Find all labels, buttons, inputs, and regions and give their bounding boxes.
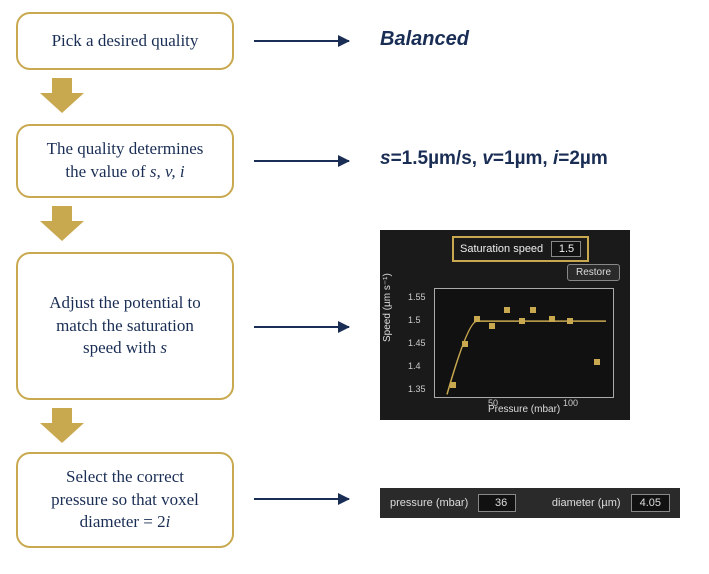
x-axis-label: Pressure (mbar) — [488, 404, 560, 415]
diameter-label: diameter (µm) — [552, 497, 621, 509]
data-point — [489, 323, 495, 329]
step-3-text: Adjust the potential tomatch the saturat… — [49, 292, 201, 361]
y-axis-label: Speed (µm s⁻¹) — [382, 273, 393, 342]
connector-4 — [254, 498, 349, 500]
saturation-value: 1.5 — [551, 241, 581, 257]
restore-button[interactable]: Restore — [567, 264, 620, 281]
y-tick: 1.35 — [408, 384, 426, 394]
y-tick: 1.55 — [408, 292, 426, 302]
data-point — [504, 307, 510, 313]
connector-3 — [254, 326, 349, 328]
x-tick: 50 — [488, 398, 498, 408]
data-point — [474, 316, 480, 322]
step-2-box: The quality determinesthe value of s, v,… — [16, 124, 234, 198]
x-tick: 100 — [563, 398, 578, 408]
step-1-text: Pick a desired quality — [52, 30, 199, 53]
connector-1 — [254, 40, 349, 42]
pressure-value[interactable]: 36 — [478, 494, 516, 512]
result-2: s=1.5µm/s, v=1µm, i=2µm — [380, 148, 608, 170]
connector-2 — [254, 160, 349, 162]
data-point — [549, 316, 555, 322]
saturation-label: Saturation speed — [460, 243, 543, 255]
y-tick: 1.5 — [408, 315, 421, 325]
pressure-label: pressure (mbar) — [390, 497, 468, 509]
y-tick: 1.45 — [408, 338, 426, 348]
diameter-value[interactable]: 4.05 — [631, 494, 670, 512]
step-3-box: Adjust the potential tomatch the saturat… — [16, 252, 234, 400]
step-1-box: Pick a desired quality — [16, 12, 234, 70]
y-tick: 1.4 — [408, 361, 421, 371]
data-point — [567, 318, 573, 324]
chart-panel: Saturation speed 1.5 Restore Speed (µm s… — [380, 230, 630, 420]
pressure-diameter-panel: pressure (mbar) 36 diameter (µm) 4.05 — [380, 488, 680, 518]
data-point — [450, 382, 456, 388]
plot-area — [434, 288, 614, 398]
data-point — [594, 359, 600, 365]
data-point — [519, 318, 525, 324]
step-4-text: Select the correctpressure so that voxel… — [51, 466, 199, 535]
saturation-speed-field[interactable]: Saturation speed 1.5 — [452, 236, 589, 262]
step-4-box: Select the correctpressure so that voxel… — [16, 452, 234, 548]
data-point — [530, 307, 536, 313]
result-1: Balanced — [380, 28, 469, 51]
data-point — [462, 341, 468, 347]
step-2-text: The quality determinesthe value of s, v,… — [47, 138, 204, 184]
